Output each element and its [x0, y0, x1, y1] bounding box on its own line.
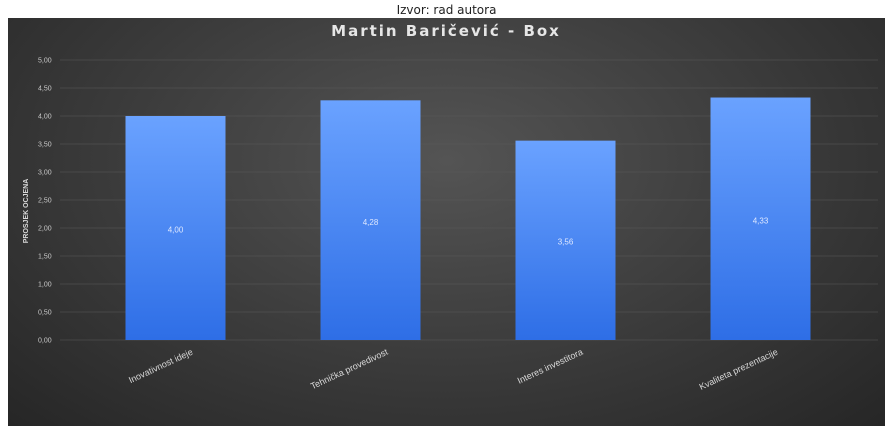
y-tick-label: 0,50 [38, 310, 52, 317]
bar [125, 116, 226, 340]
y-tick-label: 0,00 [38, 338, 52, 345]
y-axis-ticks: 0,00 0,50 1,00 1,50 2,00 2,50 3,00 3,50 4,00 4,50… [38, 58, 52, 345]
y-tick-label: 1,50 [38, 254, 52, 261]
y-tick-label: 2,50 [38, 198, 52, 205]
bar-data-label: 4,33 [753, 217, 769, 226]
bar [320, 100, 421, 340]
bar-data-label: 3,56 [558, 237, 574, 246]
y-axis-label: PROSJEK OCJENA [23, 179, 30, 244]
bar [710, 97, 811, 341]
figure-caption: Izvor: rad autora [396, 3, 497, 17]
bar-data-label: 4,28 [363, 218, 379, 227]
data-labels: 4,00 4,28 3,56 4,33 [168, 217, 769, 247]
bar-chart: Martin Baričević - Box 0,00 0,50 1,00 1,50 2… [23, 22, 878, 392]
bar [515, 140, 616, 340]
y-tick-label: 3,50 [38, 142, 52, 149]
x-axis-categories: Inovativnost ideje Tehnička provedivost In… [127, 347, 779, 392]
bars [125, 97, 811, 341]
x-category-label: Interes investitora [516, 347, 585, 386]
y-tick-label: 2,00 [38, 226, 52, 233]
y-tick-label: 4,50 [38, 86, 52, 93]
chart-area: Martin Baričević - Box 0,00 0,50 1,00 1,50 2… [8, 18, 885, 426]
y-tick-label: 4,00 [38, 114, 52, 121]
x-category-label: Inovativnost ideje [127, 347, 194, 385]
x-category-label: Kvaliteta prezentacije [698, 347, 780, 392]
bar-data-label: 4,00 [168, 225, 184, 234]
chart-title: Martin Baričević - Box [331, 22, 561, 40]
y-tick-label: 3,00 [38, 170, 52, 177]
y-tick-label: 5,00 [38, 58, 52, 65]
y-tick-label: 1,00 [38, 282, 52, 289]
x-category-label: Tehnička provedivost [309, 347, 390, 392]
